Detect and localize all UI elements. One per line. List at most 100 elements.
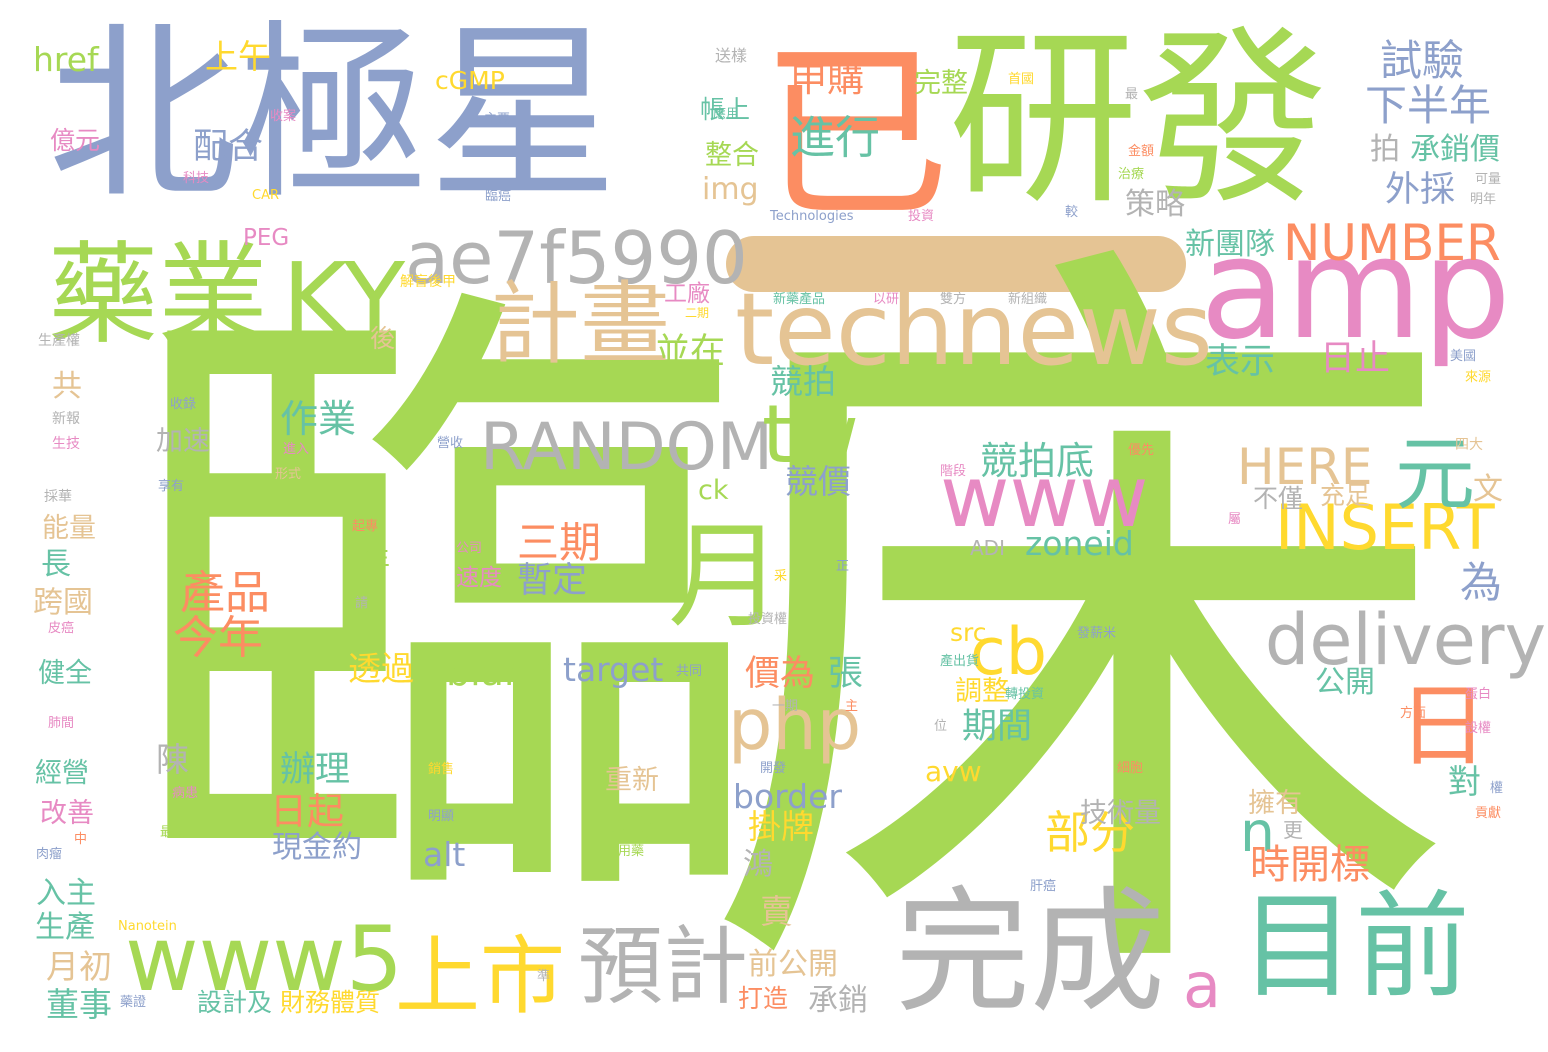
word-wsmall_words44: 產出貨 — [940, 654, 980, 669]
word-wmedium_words16: 作業 — [280, 397, 357, 441]
word-wsmall_words1: 首國 — [1008, 72, 1035, 87]
word-wmedium_words6: 產品 — [180, 566, 271, 619]
word-a: a — [1183, 949, 1221, 1022]
word-php: php — [728, 684, 862, 766]
word-wlarge_words14: 月 — [668, 510, 784, 644]
word-wsmall_words3: 收案 — [270, 109, 297, 124]
word-www5: www5 — [125, 907, 404, 1012]
word-wmedium_words1: 申購 — [790, 57, 864, 100]
word-wmedium_words55: 技術量 — [1080, 798, 1161, 829]
word-wmedium_words76: 健全 — [38, 658, 92, 689]
word-wmedium_words62: 不僅 — [1253, 484, 1304, 513]
word-wsmall_words69: 準 — [537, 969, 551, 984]
word-wsmall_words38: 公司 — [456, 541, 483, 556]
word-wsmall_words65: 一用藥 — [605, 844, 645, 859]
word-wsmall_words64: 中 — [74, 832, 88, 847]
word-technologies: Technologies — [770, 209, 854, 224]
word-wsmall_words50: 主 — [845, 699, 859, 714]
word-cb: cb — [970, 615, 1047, 690]
word-wmedium_words52: 透過 — [348, 649, 414, 688]
word-wmedium_words75: 經營 — [35, 758, 89, 789]
word-amp: amp — [1200, 208, 1512, 371]
word-wmedium_words23: 配合 — [193, 127, 264, 167]
word-wsmall_words24: 美國 — [1450, 349, 1477, 364]
word-technews: technews — [735, 271, 1213, 388]
word-wsmall_words28: 生技 — [52, 436, 80, 452]
word-wmedium_words64: 團隊 — [605, 813, 656, 842]
word-adi: ADI — [970, 536, 1005, 560]
word-peg: PEG — [243, 225, 290, 251]
word-car: CAR — [252, 188, 280, 203]
word-wmedium_words22: 承銷價 — [1410, 132, 1500, 167]
word-wmedium_words35: 公開 — [1315, 665, 1375, 700]
word-wmedium_words60: 文 — [1473, 472, 1503, 507]
word-wlarge_words4: 研發 — [948, 9, 1329, 230]
word-wlarge_words10: 計畫 — [490, 272, 670, 377]
word-wmedium_words21: 外採 — [1385, 170, 1456, 210]
word-wmedium_words46: 完整 — [914, 68, 968, 99]
word-wsmall_words27: 新報 — [52, 411, 80, 427]
word-wsmall_words20: 雙方 — [940, 292, 967, 307]
word-wsmall_words59: 明顯 — [428, 809, 455, 824]
word-wmedium_words3: 下半年 — [1365, 81, 1492, 130]
word-wmedium_words72: 生產 — [35, 910, 95, 945]
word-border: border — [733, 777, 842, 816]
word-wmedium_words73: 入主 — [36, 876, 96, 911]
word-wmedium_words65: 前公開 — [748, 947, 838, 982]
word-wmedium_words11: 時開標 — [1250, 842, 1370, 888]
word-wmedium_words28: 新團隊 — [1185, 227, 1275, 262]
word-wlarge_words1: 床 — [700, 188, 1460, 1052]
word-delivery: delivery — [1264, 599, 1546, 681]
word-wsmall_words22: 利金 — [1078, 292, 1105, 307]
word-wmedium_words29: 策略 — [1125, 187, 1185, 222]
word-wmedium_words82: 速度 — [456, 565, 502, 591]
word-wsmall_words13: 較 — [1065, 205, 1079, 220]
word-wsmall_words17: 二期 — [685, 306, 710, 320]
word-wsmall_words63: 肉瘤 — [36, 847, 63, 862]
word-wsmall_words54: 設權 — [1465, 721, 1492, 736]
word-wmedium_words17: 競拍底 — [980, 439, 1095, 483]
word-wlarge_words25: 元 — [1395, 428, 1475, 521]
word-wsmall_words2: 最 — [1125, 87, 1139, 102]
word-wsmall_words0: 送樣 — [715, 46, 748, 65]
word-wsmall_words32: 四大 — [1455, 437, 1483, 453]
word-wmedium_words74: 改善 — [40, 798, 94, 829]
word-wmedium_words32: 張 — [828, 654, 864, 694]
word-here: HERE — [1237, 438, 1373, 496]
word-ae7f5990: ae7f5990 — [405, 216, 748, 300]
word-wmedium_words18: 競價 — [785, 462, 851, 501]
word-wmedium_words80: 共 — [52, 369, 82, 404]
word-wmedium_words61: 充足 — [1320, 481, 1371, 510]
word-wsmall_words40: 正 — [836, 559, 850, 574]
word-wlarge_words22: 日 — [1398, 674, 1488, 779]
word-wmedium_words34: 調整 — [955, 676, 1009, 707]
word-wmedium_words24: 上午 — [205, 37, 271, 76]
word-target: target — [563, 650, 664, 689]
word-wsmall_words58: 病患 — [172, 786, 199, 801]
word-wmedium_words8: 部分 — [1045, 806, 1136, 859]
word-n: n — [1240, 800, 1275, 864]
word-wsmall_words42: 投資權 — [748, 612, 788, 627]
word-avw: avw — [925, 755, 982, 788]
word-wmedium_words30: 拍 — [1370, 132, 1400, 167]
word-wlarge_words16: 目前 — [1240, 880, 1471, 1014]
word-number: NUMBER — [1283, 214, 1501, 272]
word-wmedium_words85: 更 — [1283, 818, 1303, 842]
word-wsmall_words43: 發薪米 — [1077, 626, 1117, 641]
word-src: src — [950, 618, 987, 647]
word-www: www — [940, 448, 1149, 547]
word-wlarge_words6: 藥業 — [48, 231, 268, 359]
word-wlarge_words18: 上市 — [395, 928, 566, 1027]
word-wsmall_words66: 肝癌 — [1030, 879, 1057, 894]
word-wmedium_words51: 年 — [362, 544, 391, 577]
word-wsmall_words11: 可量 — [1475, 172, 1502, 187]
word-wmedium_words77: 跨國 — [33, 585, 93, 620]
word-wmedium_words12: 為 — [1460, 558, 1503, 607]
word-cgmp: cGMP — [435, 66, 505, 95]
word-wmedium_words27: 表示 — [1205, 342, 1276, 382]
word-wmedium_words81: 後 — [370, 324, 396, 353]
word-wmedium_words54: 現金約 — [272, 830, 362, 865]
word-random: RANDOM — [480, 410, 773, 485]
word-wsmall_words34: 形式 — [275, 467, 302, 482]
